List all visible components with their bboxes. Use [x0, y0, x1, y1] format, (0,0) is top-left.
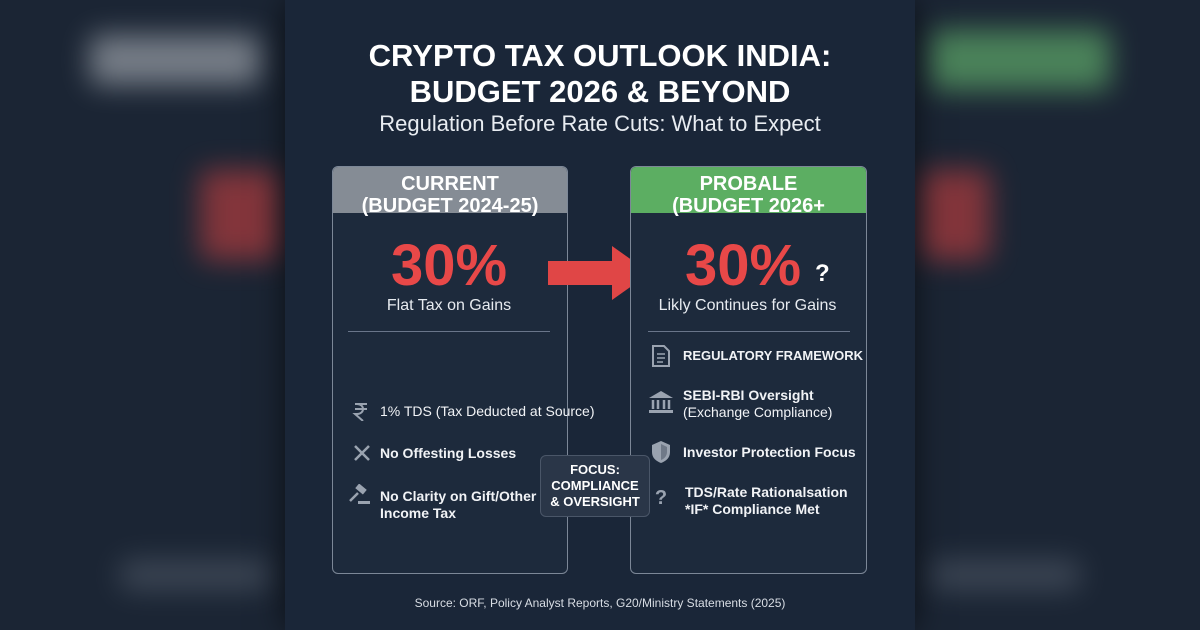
item-line: *IF* Compliance Met [685, 501, 820, 517]
item-line: TDS/Rate Rationalsation [685, 484, 848, 500]
rate: 30% [390, 233, 508, 298]
document-icon [652, 345, 670, 367]
card-period: (BUDGET 2024-25) [361, 195, 539, 217]
card-heading: PROBALE [699, 173, 798, 195]
card-header: CURRENT (BUDGET 2024-25) [333, 167, 567, 217]
item-line: Income Tax [380, 505, 456, 521]
current-card: CURRENT (BUDGET 2024-25) [332, 166, 568, 574]
item-line: (Exchange Compliance) [683, 404, 833, 420]
rupee-icon [352, 403, 367, 421]
gavel-icon [349, 484, 370, 504]
rate-caption: Flat Tax on Gains [386, 297, 512, 314]
rate-caption: Likly Continues for Gains [658, 297, 837, 314]
rate-mark: ? [815, 260, 830, 287]
focus-box: FOCUS: COMPLIANCE & OVERSIGHT [540, 455, 650, 517]
blur-decor [200, 170, 280, 260]
divider [648, 331, 850, 332]
focus-line: COMPLIANCE [551, 478, 639, 493]
shield-icon [652, 441, 670, 463]
rate: 30% [685, 233, 802, 298]
card-header: PROBALE (BUDGET 2026+ [631, 167, 866, 217]
list-item: No Offesting Losses [380, 445, 517, 461]
blur-decor [930, 560, 1080, 590]
source-note: Source: ORF, Policy Analyst Reports, G20… [414, 596, 786, 610]
item-line: SEBI-RBI Oversight [683, 387, 814, 403]
list-item: 1% TDS (Tax Deducted at Source) [380, 403, 595, 419]
x-icon [354, 445, 370, 461]
card-period: (BUDGET 2026+ [672, 195, 825, 217]
blur-decor [920, 170, 990, 260]
list-item: SEBI-RBI Oversight (Exchange Compliance) [683, 387, 832, 421]
list-item: TDS/Rate Rationalsation *IF* Compliance M… [685, 484, 848, 518]
subtitle: Regulation Before Rate Cuts: What to Exp… [379, 111, 821, 136]
divider [348, 331, 550, 332]
svg-text:?: ? [655, 487, 667, 509]
blur-decor [90, 35, 260, 85]
bank-icon [649, 391, 673, 413]
focus-line: FOCUS: [570, 462, 620, 477]
title: BUDGET 2026 & BEYOND [409, 74, 791, 109]
focus-line: & OVERSIGHT [550, 494, 640, 509]
blur-decor [120, 560, 270, 590]
item-line: No Clarity on Gift/Other [380, 488, 537, 504]
list-item: Investor Protection Focus [683, 444, 856, 460]
list-item: No Clarity on Gift/Other Income Tax [380, 488, 536, 522]
card-heading: CURRENT [401, 173, 499, 195]
arrow [548, 246, 650, 300]
probable-card: PROBALE (BUDGET 2026+ [630, 166, 867, 574]
title: CRYPTO TAX OUTLOOK INDIA: [368, 38, 832, 73]
blur-decor [930, 30, 1110, 90]
question-icon: ? [655, 487, 667, 509]
list-item: REGULATORY FRAMEWORK [683, 348, 864, 363]
